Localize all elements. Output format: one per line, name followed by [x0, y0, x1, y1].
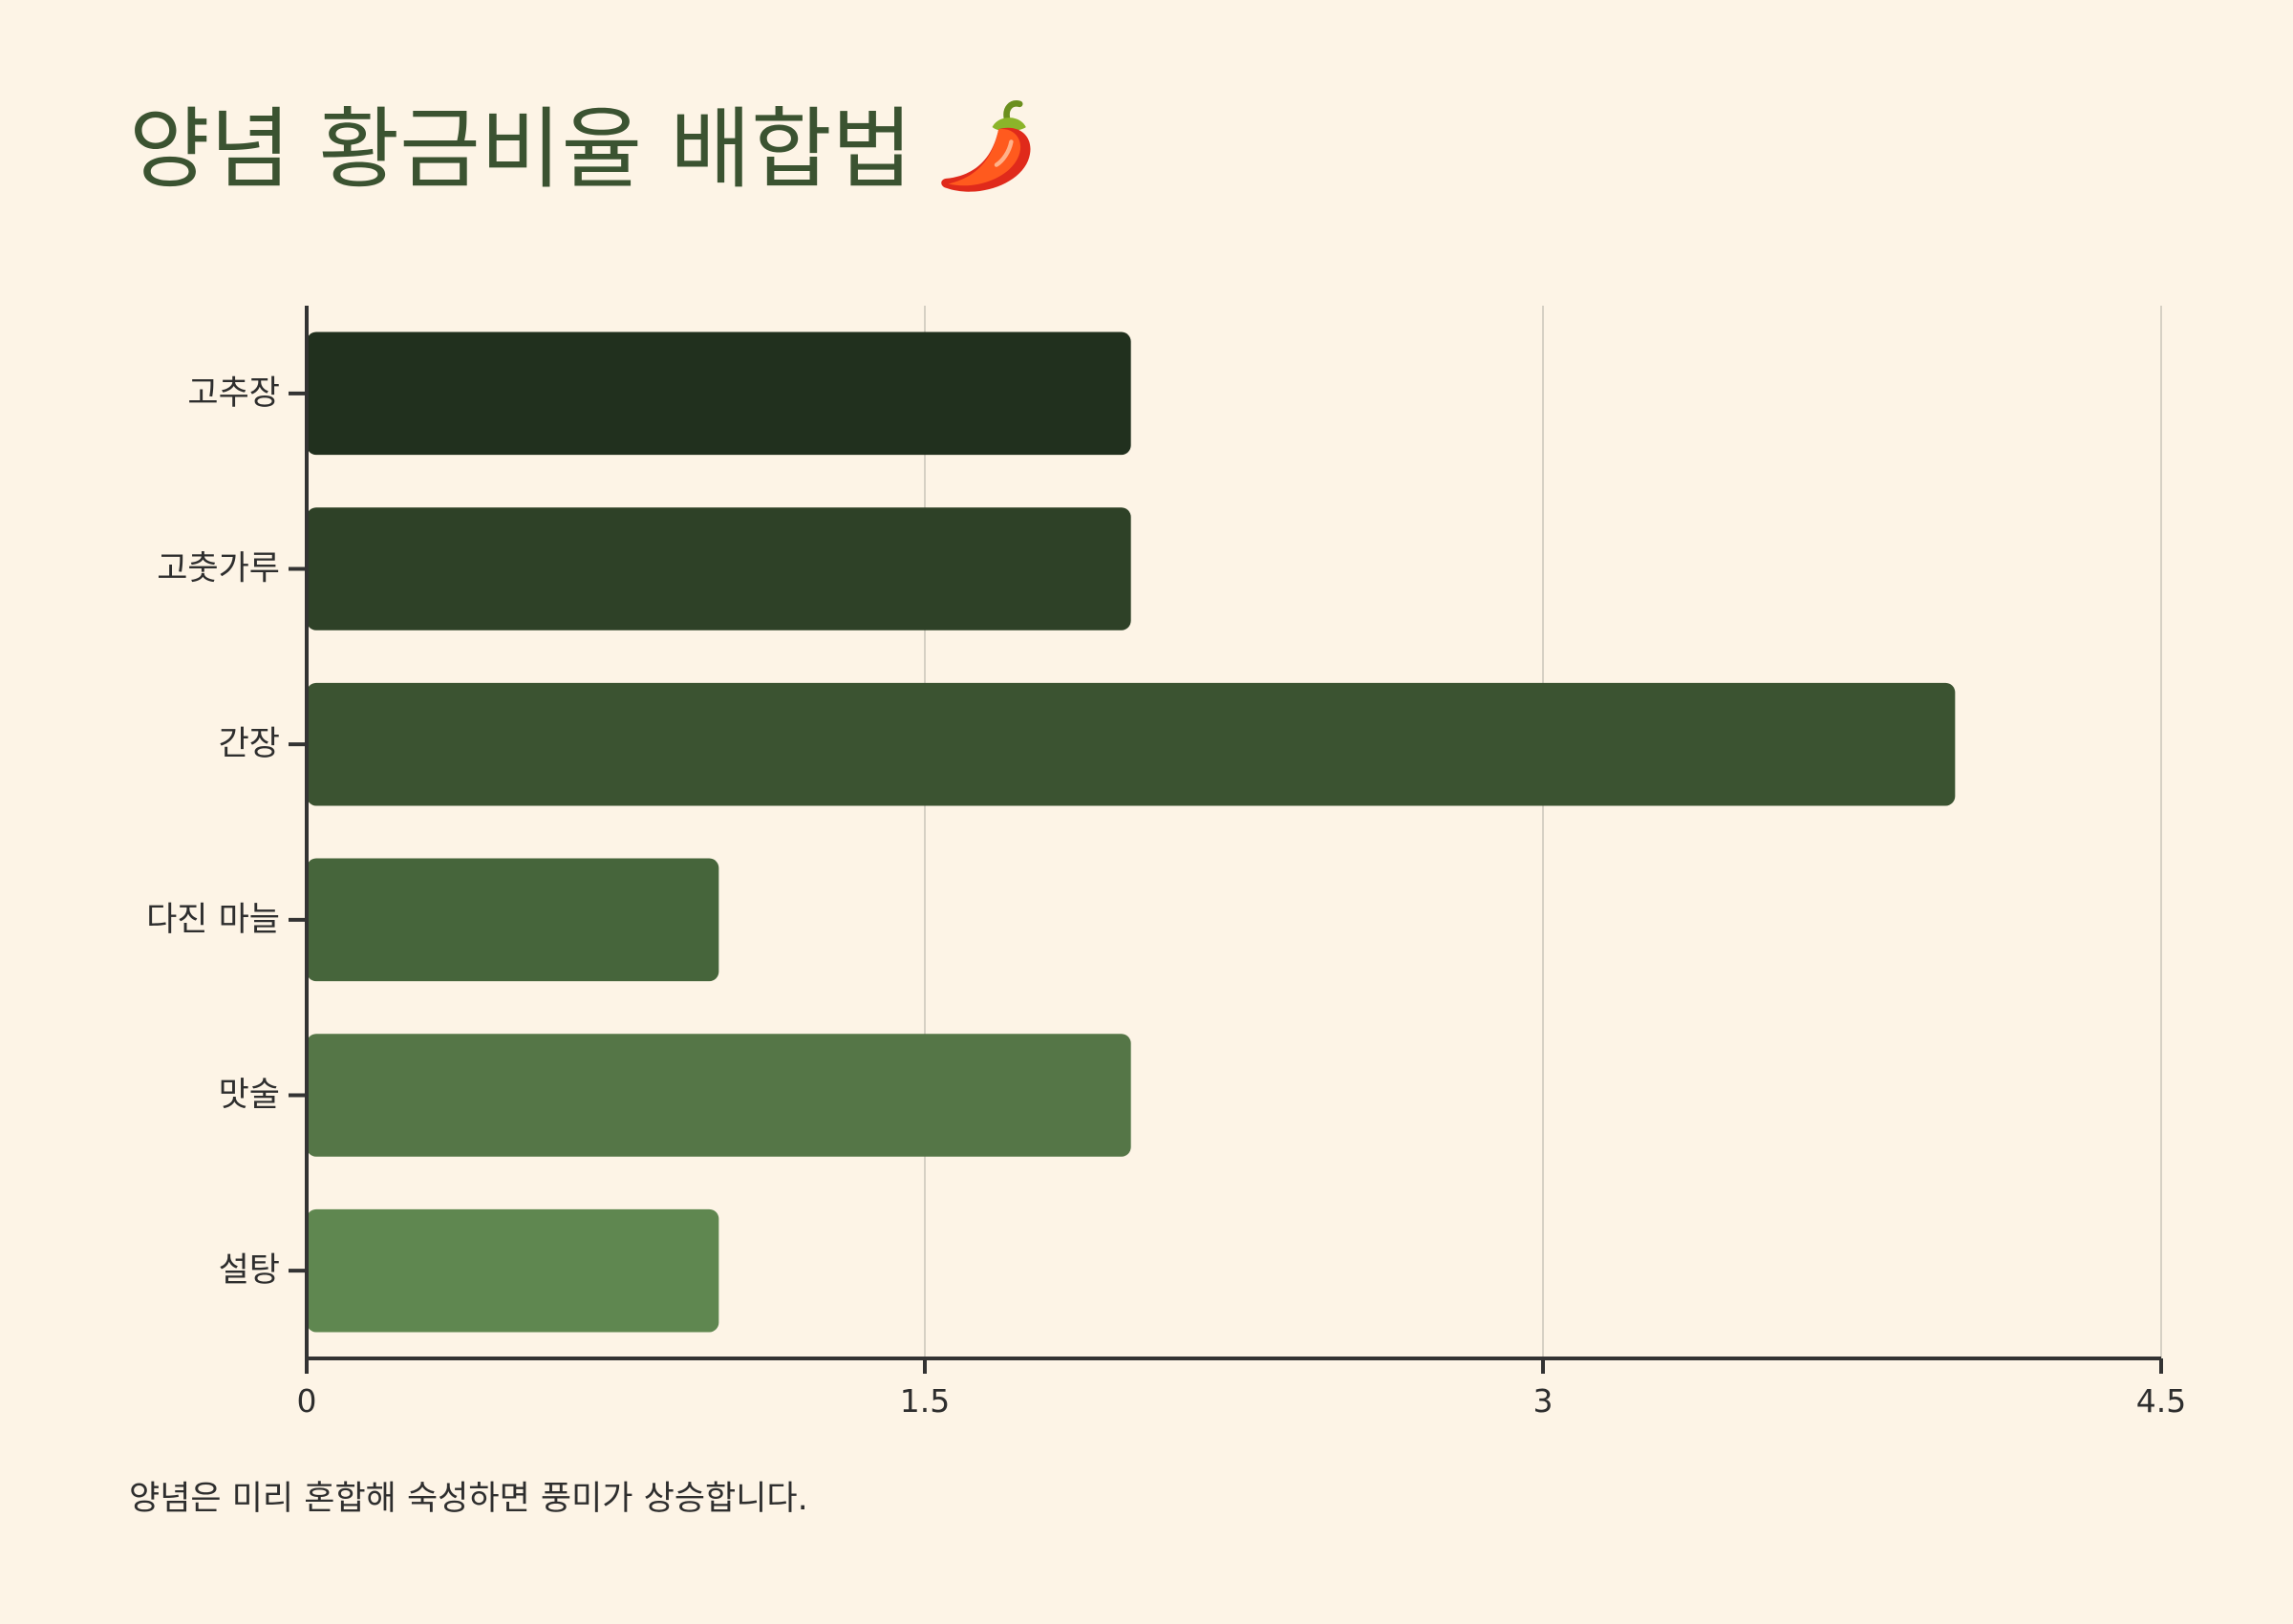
- y-tick-label: 고춧가루: [157, 550, 280, 588]
- x-tick-label: 1.5: [900, 1382, 950, 1420]
- x-tick-label: 3: [1533, 1382, 1554, 1420]
- bar: [307, 682, 1956, 806]
- y-tick-label: 맛술: [219, 1077, 280, 1115]
- chart-footnote: 양념은 미리 혼합해 숙성하면 풍미가 상승합니다.: [129, 1480, 808, 1518]
- bar: [307, 1208, 719, 1333]
- y-tick-label: 간장: [219, 725, 280, 763]
- chili-pepper-icon: [941, 100, 1031, 192]
- y-tick-label: 고추장: [187, 374, 280, 413]
- bar: [307, 1034, 1131, 1157]
- chart-title: 양념 황금비율 배합법: [129, 96, 1039, 201]
- bar: [307, 507, 1131, 630]
- chart-title-text: 양념 황금비율 배합법: [129, 98, 913, 201]
- y-tick-label: 설탕: [219, 1251, 280, 1290]
- bar: [307, 331, 1131, 456]
- y-tick-label: 다진 마늘: [146, 901, 280, 939]
- x-tick-label: 4.5: [2136, 1382, 2186, 1420]
- bar: [307, 858, 719, 982]
- x-tick-label: 0: [297, 1382, 317, 1420]
